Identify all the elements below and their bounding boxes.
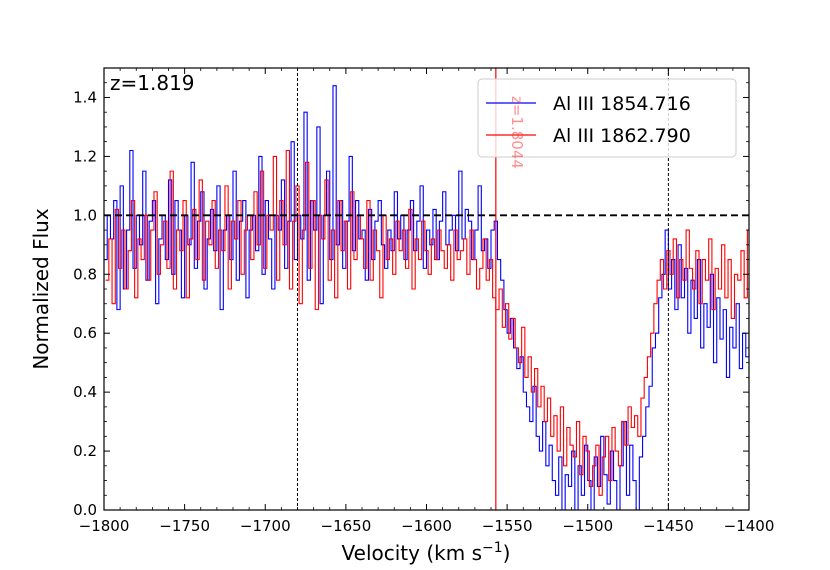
y-tick-label: 0.6 [73,324,97,342]
y-tick-label: 0.4 [73,383,97,401]
x-axis-label: Velocity (km s−1) [342,540,511,565]
y-tick-label: 0.8 [73,265,97,283]
x-axis-label-close: ) [503,541,511,565]
series-line-al-iii-1854 [104,85,749,510]
x-axis-label-exponent: −1 [482,540,503,556]
y-tick-label: 1.4 [73,88,97,106]
x-tick-label: −1650 [321,517,372,535]
x-axis-label-main: Velocity (km s [342,541,482,565]
y-tick-label: 1.0 [73,206,97,224]
legend-box [477,78,737,158]
y-tick-label: 0.2 [73,442,97,460]
y-tick-label: 0.0 [73,501,97,519]
legend-label-al-iii-1862: Al III 1862.790 [553,125,691,147]
absorber-marker-label: z=1.8044 [508,96,526,169]
x-tick-label: −1500 [562,517,613,535]
legend: Al III 1854.716 Al III 1862.790 [477,78,737,158]
x-tick-label: −1800 [79,517,130,535]
axis-ticks: −1800 −1750 −1700 −1650 −1600 −1550 −1500 −1450… [73,68,774,535]
x-tick-label: −1550 [482,517,533,535]
x-tick-label: −1450 [643,517,694,535]
x-tick-label: −1400 [724,517,775,535]
series-layer [104,85,749,510]
x-tick-label: −1750 [159,517,210,535]
legend-label-al-iii-1854: Al III 1854.716 [553,93,691,115]
series-line-al-iii-1862 [105,149,749,496]
redshift-annotation: z=1.819 [110,71,195,95]
x-tick-label: −1600 [401,517,452,535]
x-tick-label: −1700 [240,517,291,535]
y-axis-label: Normalized Flux [29,208,53,370]
y-tick-label: 1.2 [73,147,97,165]
